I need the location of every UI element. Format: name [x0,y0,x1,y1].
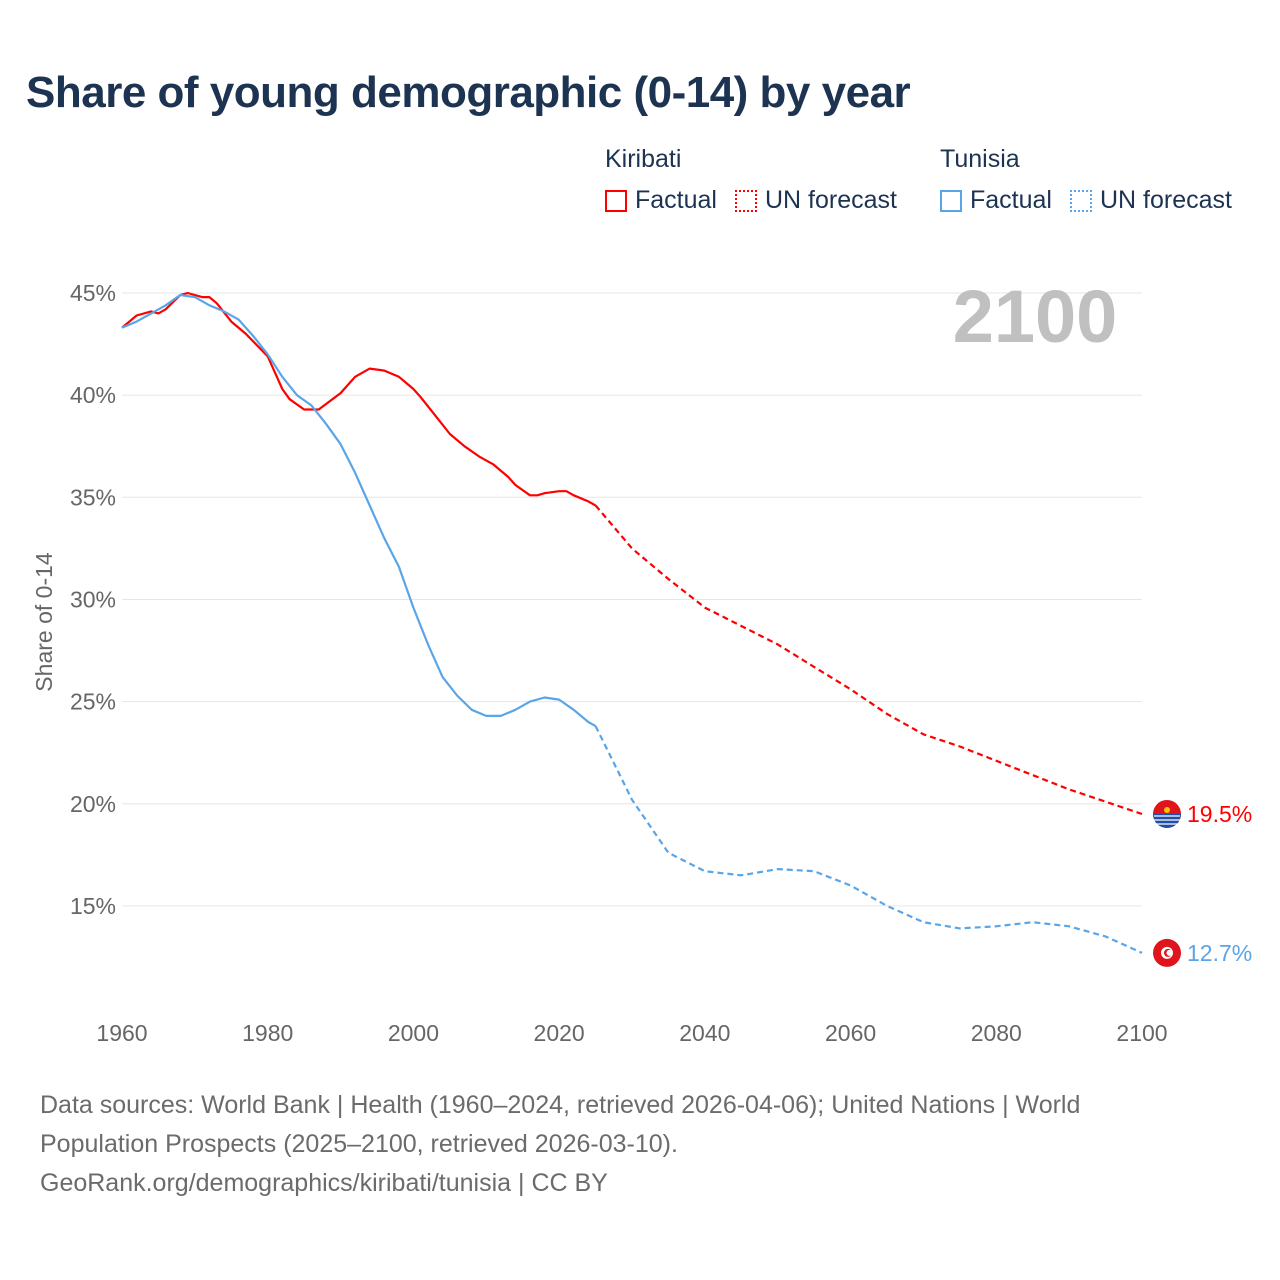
y-axis-label: Share of 0-14 [31,552,57,692]
y-tick-label: 25% [70,689,116,715]
solid-swatch-icon [605,189,627,212]
legend-kiribati: Factual UN forecast [605,186,897,215]
legend-tunisia: Factual UN forecast [940,186,1232,215]
source-link[interactable]: GeoRank.org/demographics/kiribati/tunisi… [40,1169,608,1197]
footer: Data sources: World Bank | Health (1960–… [40,1086,1240,1203]
y-tick-label: 15% [70,893,116,919]
end-value-label: 19.5% [1187,801,1252,827]
legend-group-kiribati: Kiribati [605,145,682,173]
legend-kiribati-forecast[interactable]: UN forecast [734,186,897,215]
x-tick-label: 2040 [679,1020,730,1046]
dotted-swatch-icon [734,189,757,212]
end-value-label: 12.7% [1187,940,1252,966]
x-tick-label: 2020 [534,1020,585,1046]
x-tick-label: 1960 [96,1020,147,1046]
flag-sun [1164,806,1170,813]
y-tick-label: 30% [70,586,116,612]
y-tick-label: 35% [70,484,116,510]
legend-label: UN forecast [764,186,897,214]
series-line-tunisia-un-forecast [594,725,1143,954]
x-tick-label: 2080 [971,1020,1022,1046]
dotted-swatch-icon [1069,189,1092,212]
y-tick-label: 20% [70,791,116,817]
chart-title: Share of young demographic (0-14) by yea… [26,68,911,117]
x-tick-label: 2000 [388,1020,439,1046]
legend-label: Factual [970,186,1052,214]
legend-tunisia-factual[interactable]: Factual [940,186,1052,215]
y-tick-label: 45% [70,280,116,306]
year-watermark: 2100 [953,275,1118,358]
kiribati-flag-icon [1153,799,1181,828]
tunisia-flag-icon [1153,938,1181,967]
legend-kiribati-factual[interactable]: Factual [605,186,717,215]
x-tick-label: 2100 [1116,1020,1167,1046]
y-tick-label: 40% [70,382,116,408]
series-line-kiribati-factual [121,291,597,507]
legend-label: Factual [635,186,717,214]
series-line-tunisia-factual [121,293,597,728]
x-tick-label: 1980 [242,1020,293,1046]
x-tick-label: 2060 [825,1020,876,1046]
legend-group-tunisia: Tunisia [940,145,1020,173]
line-chart: 15% 20% 25% 30% 35% 40% 45% 1960 1980 2000 2020 204… [31,275,1252,1046]
series-line-kiribati-un-forecast [594,504,1143,816]
legend-tunisia-forecast[interactable]: UN forecast [1069,186,1232,215]
source-line-2: Population Prospects (2025–2100, retriev… [40,1130,678,1158]
flag-crescent-cut [1166,949,1173,956]
solid-swatch-icon [940,189,962,212]
source-line-1: Data sources: World Bank | Health (1960–… [40,1091,1081,1119]
legend-label: UN forecast [1099,186,1232,214]
